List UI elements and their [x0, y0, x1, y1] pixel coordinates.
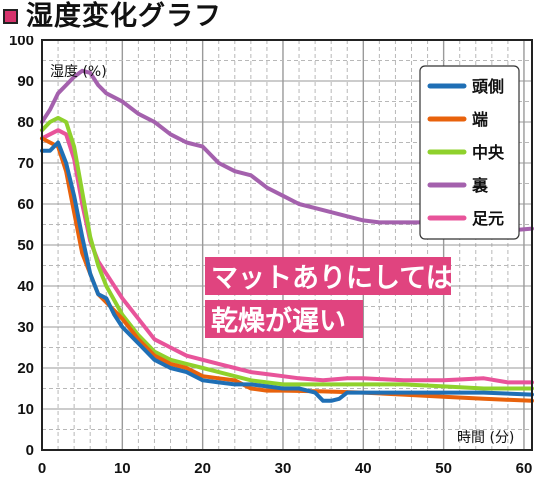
y-tick-label: 80 [17, 114, 34, 131]
x-tick-label: 0 [38, 460, 46, 477]
humidity-chart: 0 10 20 30 40 50 60 70 80 90 100 0 10 20 30 40 50 60 湿度 … [9, 36, 534, 477]
page-header: 湿度変化グラフ [0, 0, 551, 36]
y-tick-label: 10 [17, 401, 34, 418]
y-tick-label: 20 [17, 360, 34, 377]
series-line-5 [40, 128, 534, 385]
plot-frame [41, 39, 533, 451]
x-tick-label: 40 [355, 460, 372, 477]
legend-box [419, 65, 520, 240]
annotation-background-1 [205, 257, 451, 295]
chart-annotation: マットありにしては 乾燥が遅い [205, 257, 453, 338]
y-axis-ticks: 0 10 20 30 40 50 60 70 80 90 100 [9, 36, 34, 459]
y-tick-label: 0 [26, 442, 34, 459]
x-tick-label: 30 [275, 460, 292, 477]
y-tick-label: 30 [17, 319, 34, 336]
x-tick-label: 10 [114, 460, 131, 477]
x-tick-label: 20 [194, 460, 211, 477]
x-axis-ticks: 0 10 20 30 40 50 60 [38, 460, 532, 477]
legend-label: 裏 [471, 176, 489, 195]
header-marker [3, 9, 18, 24]
series-line-1 [40, 140, 534, 403]
y-tick-label: 100 [9, 36, 34, 49]
y-tick-label: 90 [17, 73, 34, 90]
x-tick-label: 60 [516, 460, 533, 477]
legend-label: 中央 [472, 143, 505, 162]
y-tick-label: 60 [17, 196, 34, 213]
y-tick-label: 40 [17, 278, 34, 295]
annotation-line-1: マットありにしては [211, 263, 453, 294]
legend-label: 頭側 [472, 77, 504, 96]
series-line-3 [40, 115, 534, 391]
legend-label: 足元 [472, 209, 504, 228]
y-tick-label: 70 [17, 155, 34, 172]
x-tick-label: 50 [435, 460, 452, 477]
y-axis-label: 湿度 (%) [50, 64, 107, 80]
legend-label: 端 [472, 110, 488, 129]
x-axis-label: 時間 (分) [457, 430, 514, 446]
annotation-background-2 [205, 300, 363, 338]
page-title: 湿度変化グラフ [26, 1, 222, 32]
annotation-line-2: 乾燥が遅い [211, 305, 346, 337]
y-tick-label: 50 [17, 237, 34, 254]
